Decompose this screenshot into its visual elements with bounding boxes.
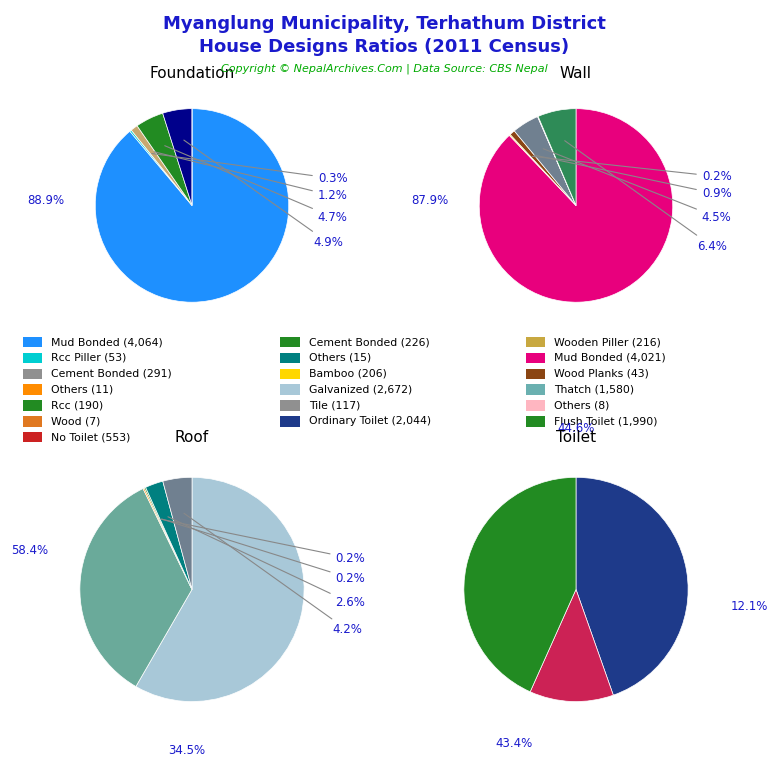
Bar: [280, 385, 300, 395]
Bar: [280, 353, 300, 363]
Text: Others (11): Others (11): [51, 385, 114, 395]
Title: Toilet: Toilet: [556, 430, 596, 445]
Wedge shape: [510, 131, 576, 206]
Wedge shape: [515, 117, 576, 206]
Wedge shape: [538, 117, 576, 206]
Text: Cement Bonded (291): Cement Bonded (291): [51, 369, 172, 379]
Bar: [23, 400, 42, 411]
Text: Wood Planks (43): Wood Planks (43): [554, 369, 650, 379]
Text: 4.5%: 4.5%: [543, 149, 732, 223]
Bar: [280, 337, 300, 347]
Wedge shape: [130, 130, 192, 206]
Bar: [23, 337, 42, 347]
Wedge shape: [137, 113, 192, 206]
Wedge shape: [464, 478, 576, 692]
Wedge shape: [479, 109, 673, 302]
Text: Ordinary Toilet (2,044): Ordinary Toilet (2,044): [309, 416, 431, 426]
Bar: [526, 369, 545, 379]
Text: Wooden Piller (216): Wooden Piller (216): [554, 337, 661, 347]
Text: Bamboo (206): Bamboo (206): [309, 369, 386, 379]
Text: 6.4%: 6.4%: [564, 141, 727, 253]
Text: Rcc Piller (53): Rcc Piller (53): [51, 353, 127, 363]
Wedge shape: [530, 590, 614, 701]
Bar: [280, 369, 300, 379]
Title: Wall: Wall: [560, 65, 592, 81]
Text: 4.7%: 4.7%: [165, 146, 348, 223]
Bar: [23, 369, 42, 379]
Text: Tile (117): Tile (117): [309, 400, 360, 411]
Text: No Toilet (553): No Toilet (553): [51, 432, 131, 442]
Bar: [23, 353, 42, 363]
Text: Galvanized (2,672): Galvanized (2,672): [309, 385, 412, 395]
Text: House Designs Ratios (2011 Census): House Designs Ratios (2011 Census): [199, 38, 569, 56]
Wedge shape: [163, 478, 192, 590]
Bar: [526, 385, 545, 395]
Wedge shape: [509, 134, 576, 206]
Text: 1.2%: 1.2%: [154, 152, 348, 202]
Text: Copyright © NepalArchives.Com | Data Source: CBS Nepal: Copyright © NepalArchives.Com | Data Sou…: [220, 64, 548, 74]
Text: Flush Toilet (1,990): Flush Toilet (1,990): [554, 416, 658, 426]
Text: 87.9%: 87.9%: [411, 194, 449, 207]
Text: Others (8): Others (8): [554, 400, 610, 411]
Text: Mud Bonded (4,021): Mud Bonded (4,021): [554, 353, 667, 363]
Text: 58.4%: 58.4%: [12, 544, 48, 557]
Text: 0.2%: 0.2%: [161, 519, 366, 564]
Wedge shape: [163, 109, 192, 206]
Bar: [526, 416, 545, 426]
Text: 0.2%: 0.2%: [162, 519, 366, 584]
Text: 12.1%: 12.1%: [730, 600, 768, 613]
Text: Wood (7): Wood (7): [51, 416, 101, 426]
Text: Rcc (190): Rcc (190): [51, 400, 104, 411]
Text: Thatch (1,580): Thatch (1,580): [554, 385, 634, 395]
Wedge shape: [95, 109, 289, 303]
Text: 2.6%: 2.6%: [168, 517, 366, 609]
Text: 4.9%: 4.9%: [184, 140, 343, 249]
Wedge shape: [80, 488, 192, 687]
Bar: [526, 353, 545, 363]
Wedge shape: [146, 482, 192, 590]
Wedge shape: [144, 488, 192, 590]
Text: 88.9%: 88.9%: [27, 194, 65, 207]
Bar: [23, 432, 42, 442]
Wedge shape: [538, 109, 576, 206]
Text: 0.3%: 0.3%: [152, 154, 347, 185]
Bar: [526, 400, 545, 411]
Wedge shape: [576, 478, 688, 695]
Text: Myanglung Municipality, Terhathum District: Myanglung Municipality, Terhathum Distri…: [163, 15, 605, 33]
Title: Foundation: Foundation: [149, 65, 235, 81]
Text: 43.4%: 43.4%: [495, 737, 533, 750]
Text: 34.5%: 34.5%: [168, 744, 205, 757]
Title: Roof: Roof: [175, 430, 209, 445]
Bar: [23, 416, 42, 426]
Text: Cement Bonded (226): Cement Bonded (226): [309, 337, 429, 347]
Bar: [526, 337, 545, 347]
Bar: [280, 416, 300, 426]
Text: 44.6%: 44.6%: [558, 422, 594, 435]
Text: 0.2%: 0.2%: [532, 157, 732, 183]
Wedge shape: [136, 478, 304, 701]
Bar: [23, 385, 42, 395]
Wedge shape: [131, 126, 192, 206]
Text: 0.9%: 0.9%: [534, 155, 732, 200]
Bar: [280, 400, 300, 411]
Text: Others (15): Others (15): [309, 353, 371, 363]
Text: Mud Bonded (4,064): Mud Bonded (4,064): [51, 337, 164, 347]
Text: 4.2%: 4.2%: [184, 513, 362, 637]
Wedge shape: [143, 488, 192, 590]
